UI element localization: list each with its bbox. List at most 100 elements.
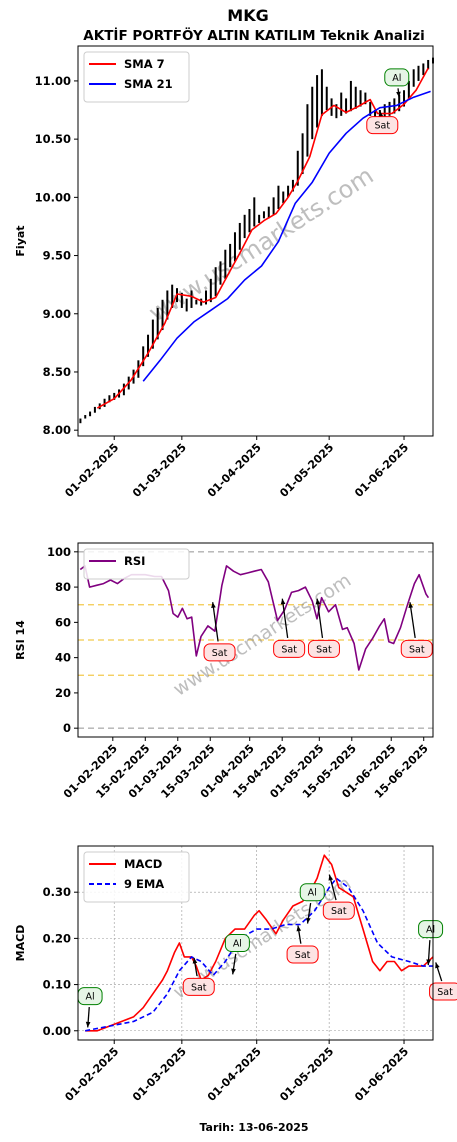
y-tick-label: 60 bbox=[55, 615, 71, 629]
y-tick-label: 0 bbox=[63, 721, 71, 735]
signal-sell-label: Sat bbox=[191, 982, 207, 993]
y-tick-label: 8.00 bbox=[43, 423, 71, 437]
x-tick-label: 01-03-2025 bbox=[130, 441, 189, 500]
watermark: www.uscmarkets.com bbox=[169, 569, 355, 700]
signal-arrow-head bbox=[306, 917, 311, 924]
legend-box bbox=[83, 548, 190, 580]
y-tick-label: 20 bbox=[55, 686, 71, 700]
series-line-sma-7 bbox=[96, 67, 429, 409]
legend: MACD 9 EMA bbox=[83, 851, 190, 903]
signal-sell-label: Sat bbox=[409, 644, 425, 655]
watermark: www.uscmarkets.com bbox=[144, 161, 379, 327]
signal-arrow-head bbox=[378, 111, 384, 117]
x-tick-label: 01-02-2025 bbox=[62, 441, 121, 500]
signal-arrow-head bbox=[328, 874, 334, 881]
series-line-rsi bbox=[79, 565, 430, 671]
signal-sell-box bbox=[203, 643, 236, 662]
x-tick-label: 01-04-2025 bbox=[205, 1045, 264, 1104]
y-tick-label: 40 bbox=[55, 651, 71, 665]
signal-arrow-head bbox=[396, 91, 401, 98]
signal-arrow-head bbox=[296, 925, 302, 932]
y-axis-label: RSI 14 bbox=[14, 620, 27, 660]
y-tick-label: 0.00 bbox=[43, 1024, 71, 1038]
signal-arrow-head bbox=[231, 968, 236, 975]
signal-sell-box bbox=[429, 982, 457, 1001]
signal-buy-label: Al bbox=[233, 939, 242, 950]
chart-title: MKG bbox=[227, 6, 268, 25]
x-tick-label: 01-06-2025 bbox=[352, 441, 411, 500]
signal-sell-box bbox=[307, 639, 340, 658]
signal-arrow bbox=[409, 602, 416, 639]
legend: SMA 7 SMA 21 bbox=[83, 51, 190, 103]
y-tick-label: 0.10 bbox=[43, 978, 71, 992]
legend-label: RSI bbox=[124, 554, 145, 568]
signal-arrow bbox=[212, 602, 219, 642]
signal-arrow-head bbox=[315, 598, 321, 605]
signal-buy-box bbox=[384, 68, 410, 87]
axes-frame bbox=[77, 45, 434, 437]
signal-buy-label: Al bbox=[308, 888, 317, 899]
y-axis-label: Fiyat bbox=[14, 225, 27, 256]
series-line-sma-21 bbox=[142, 90, 431, 382]
signal-buy-box bbox=[299, 883, 325, 902]
legend-label: MACD bbox=[124, 857, 162, 871]
signal-arrow-head bbox=[192, 957, 198, 964]
signal-sell-box bbox=[182, 977, 215, 996]
signal-arrow-head bbox=[426, 959, 431, 966]
signal-arrow bbox=[316, 598, 324, 639]
signal-arrow-head bbox=[435, 962, 440, 969]
panel-price: www.uscmarkets.com Al Sat 8.00 8.50 9.00 9.50 1… bbox=[14, 45, 434, 500]
signal-sell-box bbox=[400, 639, 433, 658]
signal-sell-label: Sat bbox=[437, 987, 453, 998]
signal-sell-label: Sat bbox=[316, 644, 332, 655]
y-tick-label: 9.00 bbox=[43, 307, 71, 321]
x-tick-label: 01-06-2025 bbox=[352, 1045, 411, 1104]
y-tick-label: 11.00 bbox=[35, 74, 71, 88]
signal-arrow-head bbox=[85, 1021, 91, 1028]
x-tick-label: 01-04-2025 bbox=[205, 441, 264, 500]
signal-buy-box bbox=[418, 920, 444, 939]
footer-date-label: Tarih: 13-06-2025 bbox=[199, 1121, 308, 1134]
chart-subtitle: AKTİF PORTFÖY ALTIN KATILIM Teknik Anali… bbox=[83, 26, 424, 44]
panel-macd: www.uscmarkets.comAlSatAlSatAlSatAlSat0.… bbox=[14, 845, 457, 1104]
signal-buy-label: Al bbox=[86, 992, 95, 1003]
signal-sell-label: Sat bbox=[281, 644, 297, 655]
signal-buy-label: Al bbox=[392, 73, 401, 84]
signal-arrow bbox=[281, 598, 289, 639]
signal-sell-label: Sat bbox=[374, 121, 390, 132]
y-tick-label: 0.30 bbox=[43, 885, 71, 899]
signal-buy-box bbox=[224, 934, 250, 952]
y-tick-label: 9.50 bbox=[43, 249, 71, 263]
signal-sell-label: Sat bbox=[212, 648, 228, 659]
signal-sell-box bbox=[286, 945, 319, 964]
series-line-macd bbox=[85, 854, 434, 1032]
signal-arrow-head bbox=[408, 602, 414, 608]
axes-frame bbox=[77, 542, 434, 738]
signal-arrow-head bbox=[280, 598, 286, 605]
signal-sell-box bbox=[273, 639, 306, 658]
y-tick-label: 100 bbox=[47, 545, 71, 559]
x-tick-label: 01-03-2025 bbox=[130, 1045, 189, 1104]
y-tick-label: 0.20 bbox=[43, 931, 71, 945]
signal-sell-box bbox=[322, 901, 355, 920]
signal-sell-label: Sat bbox=[295, 950, 311, 961]
signal-sell-label: Sat bbox=[331, 906, 347, 917]
signal-arrow-head bbox=[211, 602, 216, 608]
x-tick-label: 01-05-2025 bbox=[277, 441, 336, 500]
y-tick-label: 10.50 bbox=[35, 132, 71, 146]
y-axis-label: MACD bbox=[14, 925, 27, 962]
signal-sell-box bbox=[366, 116, 399, 135]
legend-label: 9 EMA bbox=[124, 877, 164, 891]
legend-label: SMA 7 bbox=[124, 57, 165, 71]
legend: RSI bbox=[83, 548, 190, 580]
legend-label: SMA 21 bbox=[124, 77, 173, 91]
x-tick-label: 01-05-2025 bbox=[277, 1045, 336, 1104]
y-tick-label: 8.50 bbox=[43, 365, 71, 379]
y-tick-label: 10.00 bbox=[35, 190, 71, 204]
x-tick-label: 01-02-2025 bbox=[62, 1045, 121, 1104]
y-tick-label: 80 bbox=[55, 580, 71, 594]
axes-frame bbox=[77, 845, 434, 1041]
signal-buy-label: Al bbox=[426, 925, 435, 936]
